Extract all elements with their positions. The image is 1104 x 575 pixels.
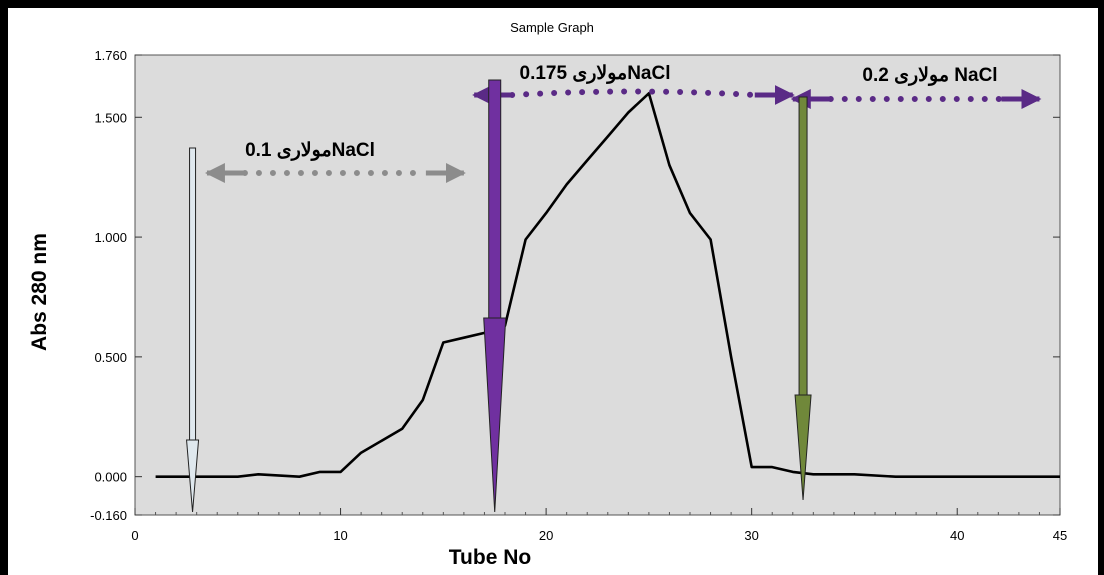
y-tick-label: 1.760 bbox=[94, 48, 127, 63]
x-tick-label: 45 bbox=[1053, 528, 1067, 543]
y-tick-label: -0.160 bbox=[90, 508, 127, 523]
range-label: مولاری 0.2 NaCl bbox=[862, 65, 997, 86]
y-tick-label: 1.000 bbox=[94, 230, 127, 245]
x-axis-label: Tube No bbox=[448, 546, 532, 569]
tube-arrow-head bbox=[483, 317, 507, 513]
tube-arrow-shaft bbox=[798, 96, 808, 396]
x-tick-label: 0 bbox=[131, 528, 138, 543]
tube-arrow-head bbox=[794, 394, 812, 501]
x-tick-label: 10 bbox=[333, 528, 347, 543]
x-tick-label: 30 bbox=[744, 528, 758, 543]
tube-arrow-shaft bbox=[189, 147, 197, 441]
plot-area bbox=[134, 54, 1061, 516]
range-label: مولاری 0.1NaCl bbox=[245, 140, 375, 161]
y-tick-label: 1.500 bbox=[94, 110, 127, 125]
chart-title: Sample Graph bbox=[510, 20, 594, 35]
range-label: مولاری 0.175NaCl bbox=[520, 63, 671, 84]
y-tick-label: 0.500 bbox=[94, 350, 127, 365]
tube-arrow-shaft bbox=[488, 79, 502, 319]
x-tick-label: 20 bbox=[539, 528, 553, 543]
tube-arrow-head bbox=[186, 439, 200, 513]
x-tick-label: 40 bbox=[950, 528, 964, 543]
range-dotted-line bbox=[509, 88, 758, 98]
series-line bbox=[155, 92, 1060, 479]
y-tick-label: 0.000 bbox=[94, 470, 127, 485]
